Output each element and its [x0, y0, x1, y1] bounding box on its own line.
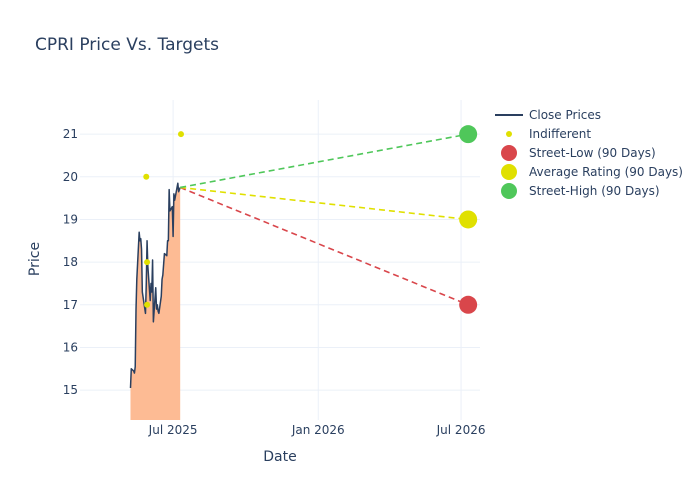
axes: 15 16 17 18 19 20 21 Jul 2025 Jan 2026 Jul 2026 [63, 127, 486, 437]
indifferent-rating-point [144, 259, 151, 266]
y-axis-title: Price [27, 242, 43, 276]
y-tick-label: 21 [63, 127, 78, 141]
legend-indifferent-swatch [506, 131, 512, 137]
y-tick-label: 20 [63, 170, 78, 184]
y-tick-label: 15 [63, 383, 78, 397]
series-markers [143, 125, 478, 314]
x-tick-label: Jan 2026 [291, 423, 345, 437]
x-tick-label: Jul 2026 [436, 423, 486, 437]
street-high-target-marker [459, 125, 478, 144]
legend: Close Prices Indifferent Street-Low (90 Da… [495, 108, 683, 199]
street-high-target-line [180, 133, 469, 189]
legend-indifferent-label: Indifferent [529, 127, 591, 141]
indifferent-rating-point [177, 131, 184, 138]
legend-avg-label: Average Rating (90 Days) [529, 165, 683, 179]
legend-close-label: Close Prices [529, 108, 601, 122]
legend-low-label: Street-Low (90 Days) [529, 146, 656, 160]
street-low-target-line [179, 186, 469, 306]
indifferent-rating-point [143, 173, 150, 180]
legend-high-label: Street-High (90 Days) [529, 184, 660, 198]
series-lines [129, 133, 469, 389]
chart-title: CPRI Price Vs. Targets [35, 35, 219, 55]
average-rating-target-line [180, 186, 469, 221]
y-tick-label: 18 [63, 255, 78, 269]
street-low-target-marker [459, 295, 478, 314]
x-axis-title: Date [263, 449, 296, 465]
legend-low-swatch [501, 145, 517, 161]
legend-avg-swatch [501, 164, 517, 180]
indifferent-rating-point [144, 301, 151, 308]
average-rating-target-marker [459, 210, 478, 229]
close-price-line [129, 182, 181, 389]
y-tick-label: 16 [63, 340, 78, 354]
y-tick-label: 17 [63, 298, 78, 312]
legend-high-swatch [501, 183, 517, 199]
y-tick-label: 19 [63, 212, 78, 226]
x-tick-label: Jul 2025 [148, 423, 198, 437]
